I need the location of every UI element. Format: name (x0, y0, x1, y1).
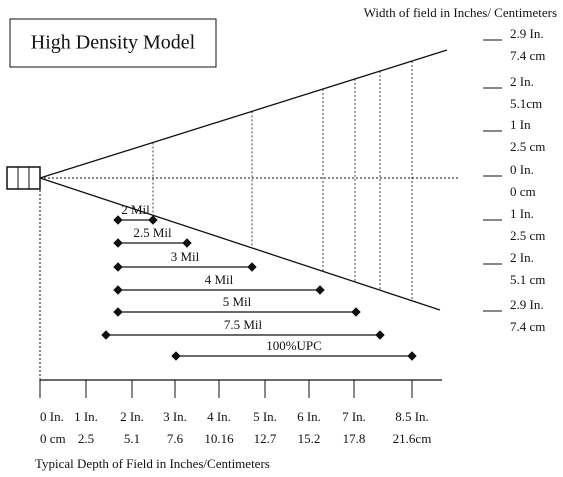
beam-lower (39, 177, 441, 311)
depth-tick-cm: 12.7 (254, 431, 277, 446)
depth-tick-inches: 1 In. (74, 409, 98, 424)
depth-tick-inches: 3 In. (163, 409, 187, 424)
range-label: 4 Mil (205, 272, 234, 287)
range-end (351, 307, 361, 317)
title-box (9, 18, 217, 68)
range-label: 2 Mil (121, 202, 150, 217)
width-tick-inches: 2.9 In. (510, 26, 544, 41)
depth-tick-inches: 5 In. (253, 409, 277, 424)
depth-tick-cm: 5.1 (124, 431, 140, 446)
range-end (101, 330, 111, 340)
scanner (6, 166, 41, 190)
range-label: 7.5 Mil (224, 317, 263, 332)
width-tick-cm: 7.4 cm (510, 48, 545, 63)
depth-tick-inches: 8.5 In. (395, 409, 429, 424)
width-tick-cm: 5.1 cm (510, 272, 545, 287)
depth-tick-inches: 2 In. (120, 409, 144, 424)
width-axis-label: Width of field in Inches/ Centimeters (364, 5, 557, 20)
depth-tick-cm: 17.8 (343, 431, 366, 446)
width-tick-inches: 1 In. (510, 206, 534, 221)
width-tick-cm: 0 cm (510, 184, 536, 199)
range-label: 3 Mil (171, 249, 200, 264)
depth-tick-cm: 15.2 (298, 431, 321, 446)
depth-tick-cm: 10.16 (204, 431, 234, 446)
depth-tick-cm: 7.6 (167, 431, 184, 446)
range-end (113, 262, 123, 272)
range-label: 5 Mil (223, 294, 252, 309)
range-end (113, 307, 123, 317)
range-end (113, 285, 123, 295)
range-end (407, 351, 417, 361)
range-end (247, 262, 257, 272)
title: High Density Model (31, 32, 196, 54)
range-end (315, 285, 325, 295)
width-tick-inches: 1 In (510, 117, 531, 132)
range-end (113, 238, 123, 248)
depth-tick-inches: 0 In. (40, 409, 64, 424)
range-end (182, 238, 192, 248)
depth-tick-inches: 6 In. (297, 409, 321, 424)
width-tick-inches: 2 In. (510, 74, 534, 89)
width-tick-inches: 2.9 In. (510, 297, 544, 312)
range-end (171, 351, 181, 361)
range-end (375, 330, 385, 340)
width-tick-cm: 7.4 cm (510, 319, 545, 334)
depth-tick-inches: 7 In. (342, 409, 366, 424)
range-label: 100%UPC (266, 338, 322, 353)
depth-axis-label: Typical Depth of Field in Inches/Centime… (35, 456, 270, 471)
width-tick-cm: 5.1cm (510, 96, 542, 111)
range-end (148, 215, 158, 225)
range-end (113, 215, 123, 225)
range-label: 2.5 Mil (133, 225, 172, 240)
width-tick-cm: 2.5 cm (510, 228, 545, 243)
width-tick-inches: 0 In. (510, 162, 534, 177)
depth-tick-inches: 4 In. (207, 409, 231, 424)
beam-upper (39, 49, 448, 179)
depth-tick-cm: 21.6cm (393, 431, 432, 446)
depth-tick-cm: 0 cm (40, 431, 66, 446)
width-tick-cm: 2.5 cm (510, 139, 545, 154)
width-tick-inches: 2 In. (510, 250, 534, 265)
depth-tick-cm: 2.5 (78, 431, 94, 446)
